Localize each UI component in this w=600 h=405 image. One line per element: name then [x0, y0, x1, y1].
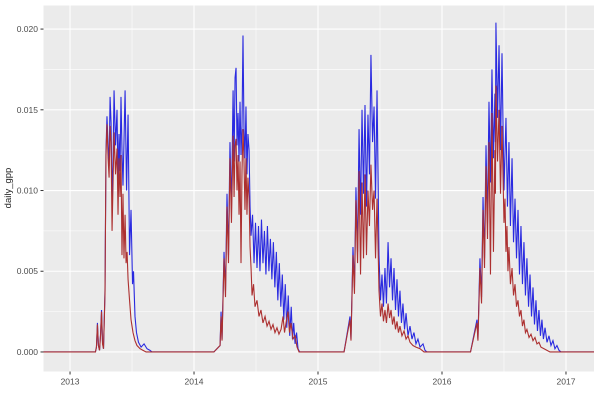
x-tick-label: 2015 [309, 377, 328, 387]
grid-layer [43, 5, 594, 372]
y-tick-label: 0.020 [17, 24, 39, 34]
x-tick-label: 2016 [433, 377, 452, 387]
axis-layer: 2013 2014 2015 2016 2017 0.000 0.005 0.010 0.015… [17, 24, 576, 386]
x-tick-label: 2014 [185, 377, 204, 387]
y-tick-label: 0.010 [17, 186, 39, 196]
series-layer [43, 22, 594, 353]
y-tick-label: 0.015 [17, 105, 39, 115]
x-tick-label: 2017 [557, 377, 576, 387]
y-tick-label: 0.000 [17, 347, 39, 357]
series-line-gpp-red [43, 85, 594, 353]
x-tick-label: 2013 [61, 377, 80, 387]
y-tick-label: 0.005 [17, 266, 39, 276]
y-axis-title: daily_gpp [3, 168, 14, 209]
